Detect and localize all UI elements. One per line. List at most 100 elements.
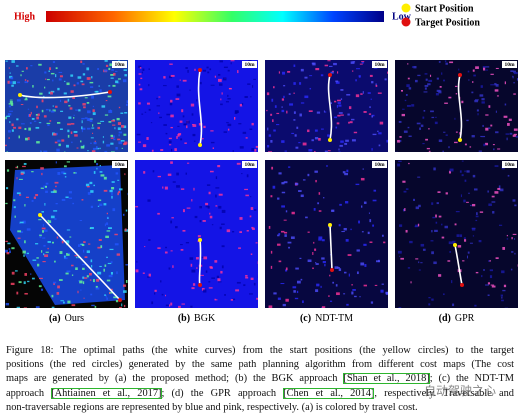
texture bbox=[27, 137, 30, 141]
texture bbox=[474, 99, 479, 101]
texture bbox=[38, 285, 42, 288]
texture bbox=[31, 117, 35, 120]
texture bbox=[49, 120, 52, 122]
texture bbox=[193, 140, 196, 142]
texture bbox=[471, 228, 476, 231]
texture bbox=[112, 84, 116, 87]
texture bbox=[334, 266, 339, 269]
texture bbox=[83, 241, 86, 244]
texture bbox=[182, 229, 186, 232]
texture bbox=[497, 187, 501, 190]
texture bbox=[239, 103, 243, 107]
panel-image: 10m bbox=[265, 160, 388, 308]
texture bbox=[409, 240, 413, 244]
texture bbox=[67, 252, 71, 254]
texture bbox=[107, 95, 112, 98]
texture bbox=[192, 283, 196, 286]
texture bbox=[61, 171, 65, 174]
texture bbox=[337, 99, 341, 102]
texture bbox=[148, 273, 151, 277]
texture bbox=[56, 236, 59, 239]
texture bbox=[513, 93, 516, 95]
texture bbox=[311, 139, 314, 142]
texture bbox=[72, 97, 76, 100]
texture bbox=[445, 134, 448, 136]
texture bbox=[348, 106, 352, 110]
texture bbox=[441, 223, 443, 226]
texture bbox=[428, 297, 431, 299]
texture bbox=[21, 123, 25, 125]
texture bbox=[117, 122, 122, 125]
texture bbox=[97, 271, 102, 275]
subcaption-tag: (d) bbox=[439, 313, 451, 324]
planned-path bbox=[197, 69, 203, 146]
texture bbox=[469, 146, 472, 148]
texture bbox=[144, 111, 147, 113]
texture bbox=[110, 151, 115, 152]
texture bbox=[405, 229, 408, 233]
texture bbox=[428, 128, 430, 130]
texture bbox=[360, 177, 365, 181]
texture bbox=[350, 61, 355, 64]
planned-path bbox=[39, 214, 121, 301]
texture bbox=[339, 144, 343, 147]
start-circle bbox=[453, 243, 457, 247]
texture bbox=[205, 205, 210, 208]
texture bbox=[121, 303, 123, 307]
texture bbox=[73, 114, 75, 116]
texture bbox=[68, 105, 71, 107]
texture bbox=[209, 266, 213, 269]
texture bbox=[283, 219, 287, 221]
texture bbox=[125, 279, 128, 283]
texture bbox=[91, 76, 93, 79]
texture bbox=[115, 172, 119, 175]
texture bbox=[329, 300, 333, 302]
texture bbox=[454, 117, 456, 120]
texture bbox=[289, 103, 294, 106]
texture bbox=[371, 148, 373, 151]
texture bbox=[506, 137, 508, 141]
texture bbox=[472, 81, 474, 83]
texture bbox=[96, 163, 99, 166]
texture bbox=[230, 299, 234, 301]
texture bbox=[348, 121, 350, 124]
texture bbox=[170, 126, 173, 129]
citation[interactable]: [Shan et al., 2018] bbox=[343, 373, 430, 385]
citation[interactable]: [Ahtiainen et al., 2017] bbox=[51, 387, 162, 399]
texture bbox=[347, 254, 352, 256]
texture bbox=[90, 190, 94, 193]
texture bbox=[490, 284, 495, 286]
texture bbox=[39, 92, 43, 95]
caption-text: Figure 18: The optimal paths (the white … bbox=[6, 345, 514, 356]
texture bbox=[214, 260, 218, 263]
texture bbox=[179, 120, 183, 123]
texture bbox=[108, 67, 111, 71]
texture bbox=[273, 292, 277, 295]
texture bbox=[246, 174, 249, 178]
texture bbox=[429, 74, 432, 77]
texture bbox=[141, 113, 144, 115]
texture bbox=[488, 127, 491, 129]
texture bbox=[464, 143, 467, 146]
texture bbox=[53, 133, 57, 136]
texture bbox=[111, 69, 114, 71]
texture bbox=[423, 109, 426, 112]
texture bbox=[52, 109, 56, 112]
texture bbox=[509, 132, 513, 135]
citation[interactable]: [Chen et al., 2014] bbox=[283, 387, 375, 399]
texture bbox=[315, 289, 319, 293]
texture bbox=[42, 261, 46, 263]
texture bbox=[203, 256, 208, 260]
texture bbox=[63, 172, 67, 175]
texture bbox=[32, 85, 34, 88]
texture bbox=[42, 237, 46, 239]
panel-image: 10m bbox=[5, 160, 128, 308]
texture bbox=[501, 270, 505, 274]
texture bbox=[55, 67, 58, 70]
texture bbox=[281, 109, 285, 113]
texture bbox=[182, 209, 185, 213]
texture bbox=[109, 189, 113, 193]
texture bbox=[435, 221, 438, 224]
texture bbox=[479, 94, 484, 97]
texture bbox=[270, 265, 273, 269]
